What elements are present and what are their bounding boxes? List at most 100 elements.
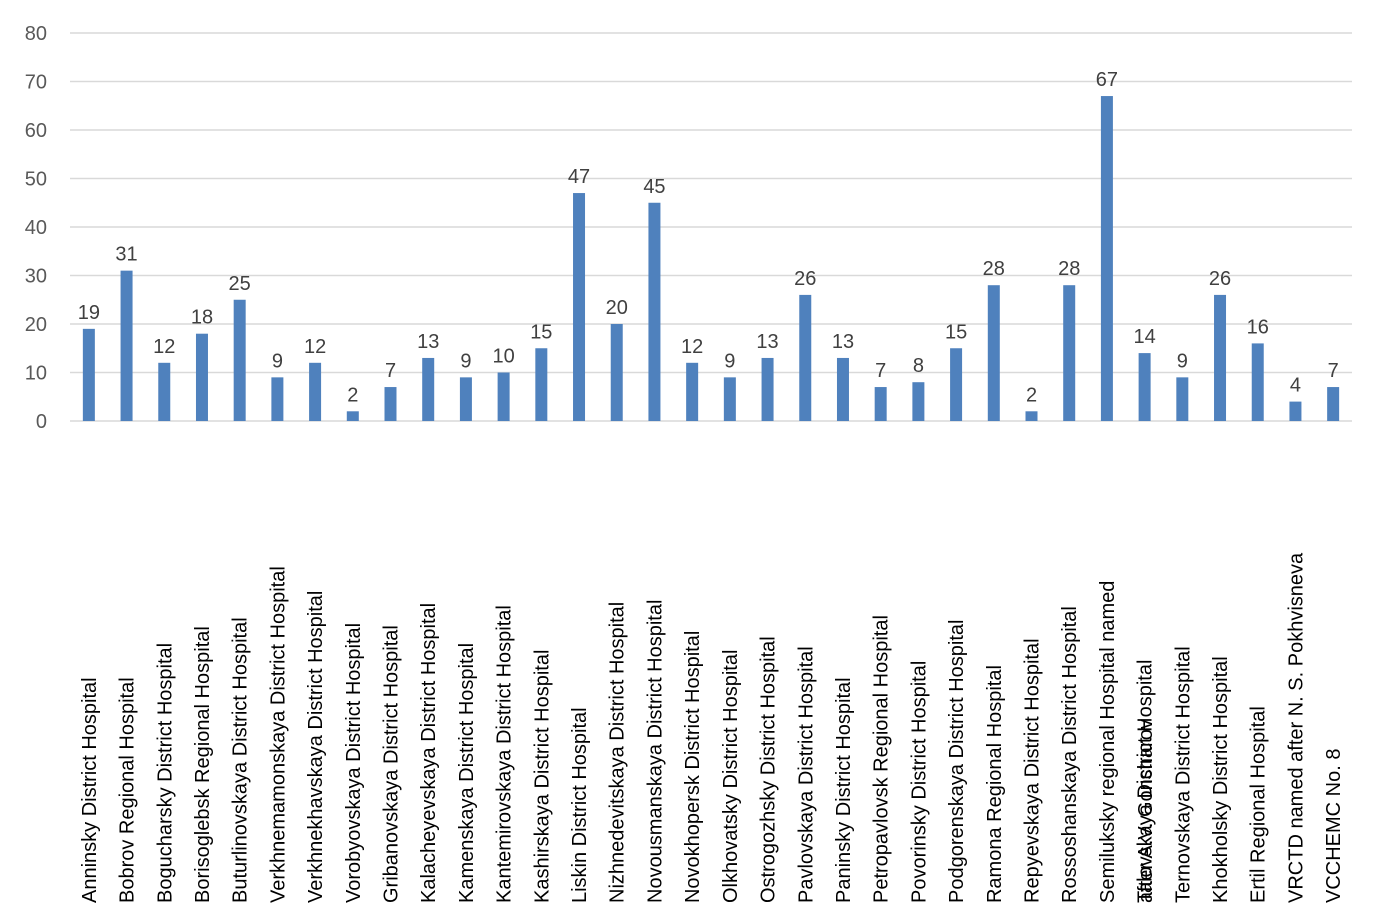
bar — [233, 299, 246, 421]
y-tick-label: 80 — [25, 23, 47, 45]
x-category-label: Ostrogozhsky District Hospital — [758, 636, 780, 903]
data-label: 8 — [913, 355, 924, 377]
data-label: 15 — [530, 321, 552, 343]
x-category-label: Olkhovatsky District Hospital — [720, 650, 742, 903]
y-tick-label: 70 — [25, 72, 47, 94]
x-category-label: Ternovskaya District Hospital — [1172, 646, 1194, 903]
x-category-label: Borisoglebsk Regional Hospital — [192, 626, 214, 903]
gridlines — [70, 32, 1352, 422]
data-label: 15 — [945, 321, 967, 343]
data-label: 9 — [272, 350, 283, 372]
x-category-label: Buturlinovskaya District Hospital — [230, 617, 252, 903]
x-category-label: VCCHEMC No. 8 — [1323, 749, 1345, 903]
data-label: 18 — [191, 307, 213, 329]
x-category-label: Kamenskaya District Hospital — [456, 643, 478, 903]
data-label: 67 — [1096, 69, 1118, 91]
y-tick-label: 10 — [25, 363, 47, 385]
bar — [723, 377, 736, 421]
bar — [610, 324, 623, 421]
data-label: 28 — [983, 258, 1005, 280]
bar — [384, 387, 397, 421]
x-category-label: Verkhnemamonskaya District Hospital — [267, 566, 289, 903]
bar — [82, 328, 95, 421]
x-category-label: Talovskaya District Hospital — [1135, 660, 1157, 903]
x-category-label: Vorobyovskaya District Hospital — [343, 623, 365, 903]
data-label: 10 — [492, 346, 514, 368]
data-label: 45 — [643, 176, 665, 198]
bar — [1100, 96, 1113, 422]
data-label: 9 — [1177, 350, 1188, 372]
x-category-label: Verkhnekhavskaya District Hospital — [305, 591, 327, 903]
x-category-label: Povorinsky District Hospital — [908, 661, 930, 903]
data-label: 12 — [304, 336, 326, 358]
data-label: 26 — [1209, 268, 1231, 290]
data-label: 7 — [875, 360, 886, 382]
x-category-label: Kalacheyevskaya District Hospital — [418, 603, 440, 903]
data-label: 31 — [115, 244, 137, 266]
x-category-label: Nizhnedevitskaya District Hospital — [607, 602, 629, 903]
x-category-label: Anninsky District Hospital — [79, 677, 101, 903]
data-label: 26 — [794, 268, 816, 290]
bar — [950, 348, 963, 421]
y-axis-ticks: 0 10 20 30 40 50 60 70 80 — [25, 23, 47, 433]
x-category-label: Kashirskaya District Hospital — [531, 650, 553, 903]
bar — [1327, 387, 1340, 421]
data-label: 9 — [724, 350, 735, 372]
bar — [1138, 353, 1151, 421]
data-label: 13 — [417, 331, 439, 353]
data-label: 7 — [385, 360, 396, 382]
data-label: 12 — [681, 336, 703, 358]
bar — [648, 202, 661, 421]
data-label: 14 — [1133, 326, 1155, 348]
y-tick-label: 30 — [25, 266, 47, 288]
data-label: 12 — [153, 336, 175, 358]
bar — [158, 362, 171, 421]
bar — [1176, 377, 1189, 421]
bar — [686, 362, 699, 421]
x-category-label: after A.V. Goncharov — [1135, 719, 1157, 903]
data-label: 4 — [1290, 375, 1301, 397]
bar — [987, 285, 1000, 421]
x-category-label: Semiluksky regional Hospital named — [1097, 581, 1119, 903]
x-category-label: Kantemirovskaya District Hospital — [494, 605, 516, 903]
bar — [761, 357, 774, 421]
y-tick-label: 20 — [25, 314, 47, 336]
bar — [1214, 294, 1227, 421]
bar — [836, 357, 849, 421]
x-axis-labels: Anninsky District Hospital Bobrov Regiona… — [79, 552, 1345, 903]
data-label: 28 — [1058, 258, 1080, 280]
x-category-label: Liskin District Hospital — [569, 707, 591, 903]
data-label: 2 — [1026, 384, 1037, 406]
x-category-label: Paninsky District Hospital — [833, 677, 855, 903]
bar — [195, 333, 208, 421]
bar — [1251, 343, 1264, 421]
x-category-label: Podgorenskaya District Hospital — [946, 620, 968, 903]
y-tick-label: 0 — [36, 411, 47, 433]
data-label: 13 — [832, 331, 854, 353]
x-category-label: Rossoshanskaya District Hospital — [1059, 606, 1081, 903]
bar — [459, 377, 472, 421]
bar — [912, 382, 925, 421]
bar — [874, 387, 887, 421]
bar — [309, 362, 322, 421]
data-label: 47 — [568, 166, 590, 188]
x-category-label: Gribanovskaya District Hospital — [381, 625, 403, 903]
x-category-label: Pavlovskaya District Hospital — [795, 646, 817, 903]
data-label: 20 — [606, 297, 628, 319]
bar — [422, 357, 435, 421]
x-category-label: VRCTD named after N. S. Pokhvisneva — [1285, 552, 1307, 903]
x-category-label: Novokhopersk District Hospital — [682, 631, 704, 903]
data-label: 25 — [229, 273, 251, 295]
x-category-label: Khokholsky District Hospital — [1210, 656, 1232, 903]
y-tick-label: 50 — [25, 169, 47, 191]
data-label: 19 — [78, 302, 100, 324]
bar — [1025, 411, 1038, 421]
data-label: 13 — [756, 331, 778, 353]
data-label: 2 — [347, 384, 358, 406]
bar — [271, 377, 284, 421]
x-category-label: Novousmanskaya District Hospital — [644, 600, 666, 903]
bar — [535, 348, 548, 421]
